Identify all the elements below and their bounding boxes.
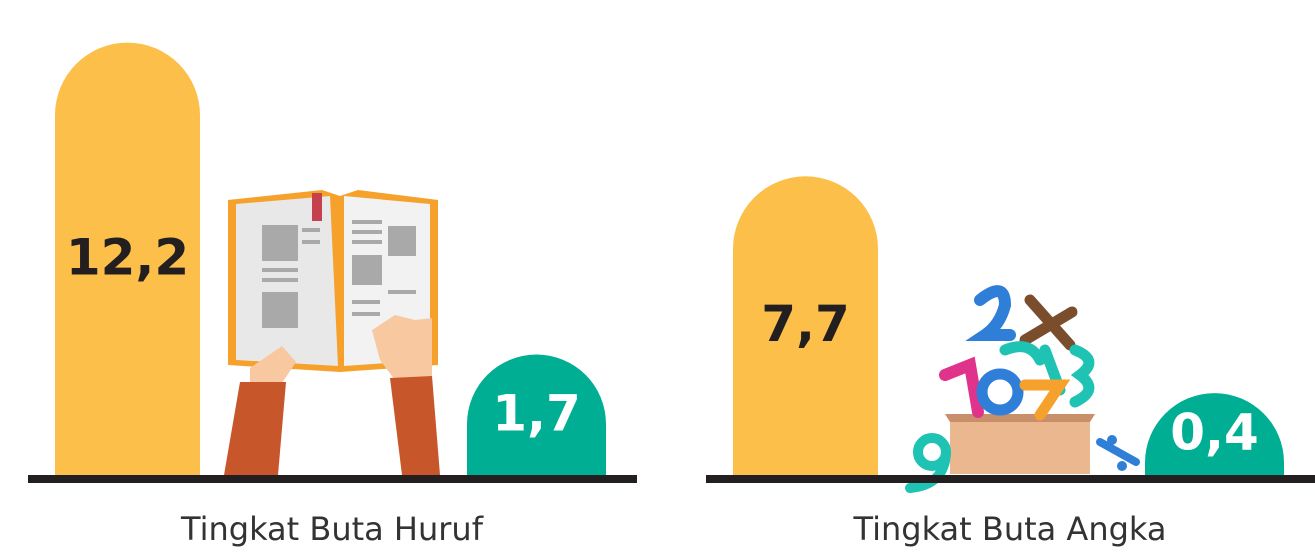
chart-title: Tingkat Buta Huruf [180,510,484,548]
chart-title: Tingkat Buta Angka [853,510,1167,548]
bar [467,354,606,475]
bar [733,176,878,475]
value-label: 12,2 [66,228,189,286]
numbers-illustration [905,285,1140,493]
book-illustration [224,190,440,475]
baseline [706,475,1315,483]
value-label: 1,7 [492,384,581,442]
value-label: 0,4 [1170,404,1259,462]
bar [1145,393,1284,475]
baseline [28,475,637,483]
value-label: 7,7 [761,295,850,353]
bar [55,42,200,475]
